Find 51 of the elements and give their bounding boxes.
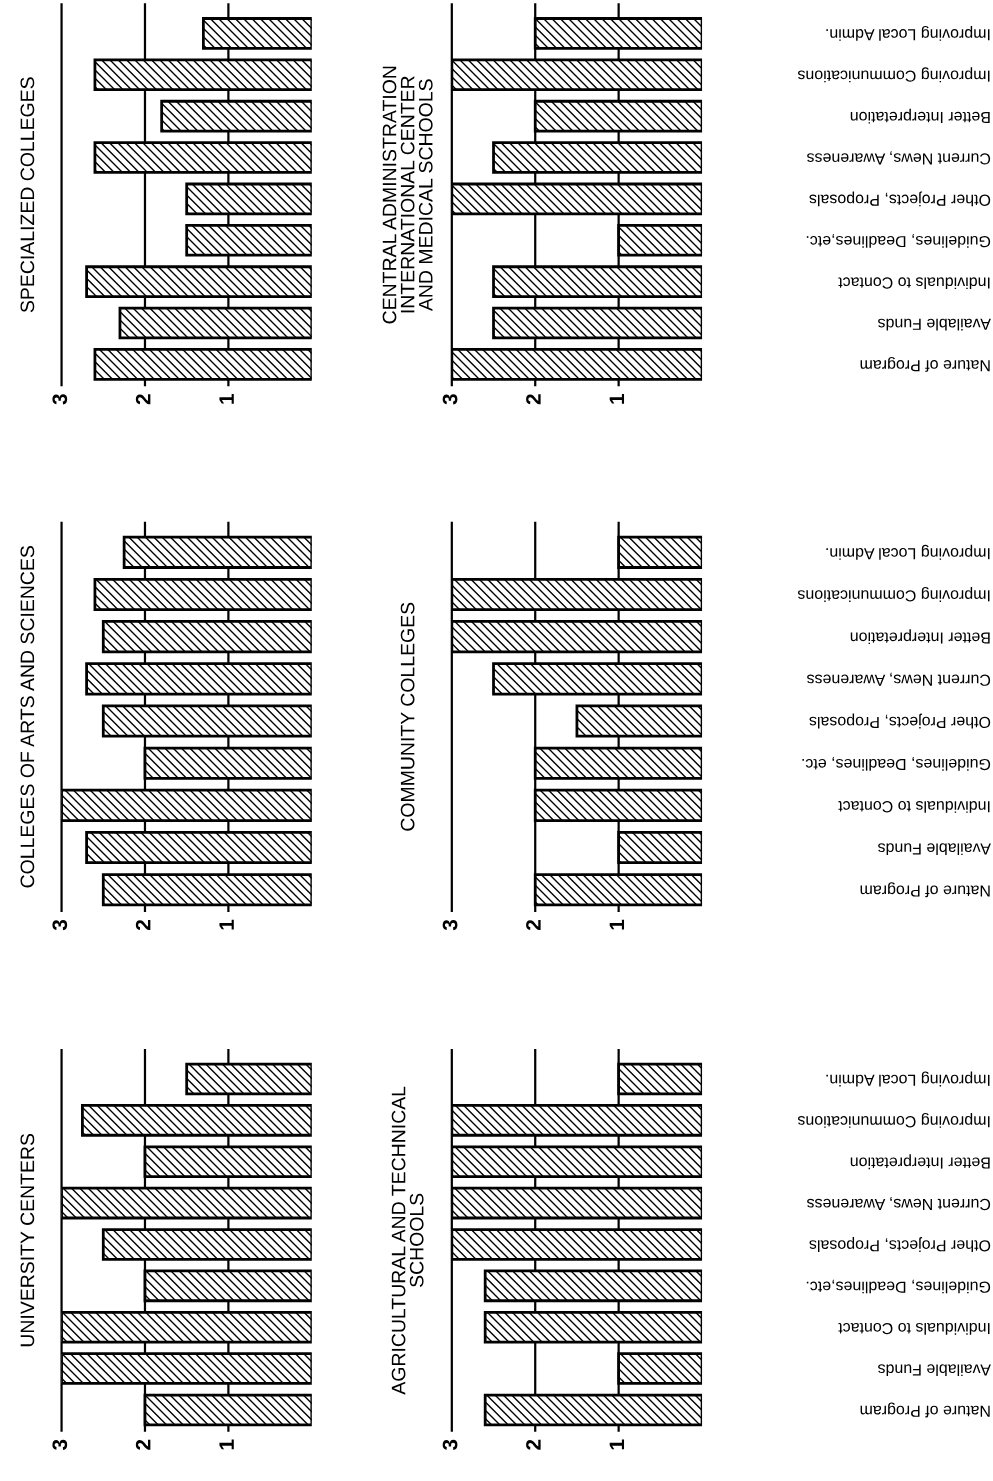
- y-tick-label: Guidelines, Deadlines,etc.: [806, 1279, 991, 1294]
- y-tick-label: Guidelines, Deadlines,etc.: [806, 234, 991, 248]
- x-tick-label: 3: [52, 919, 68, 931]
- y-tick-label: Improving Local Admin.: [826, 544, 990, 560]
- y-tick-label: Improving Communications: [798, 587, 990, 602]
- y-tick-label: Other Projects, Proposals: [809, 713, 991, 729]
- y-tick-label: Other Projects, Proposals: [809, 1237, 991, 1252]
- text: SPECIALIZED COLLEGES: [20, 77, 35, 313]
- text: AGRICULTURAL AND TECHNICAL SCHOOLS: [391, 1086, 424, 1395]
- x-tick-label: 2: [526, 394, 541, 405]
- y-tick-label: Current News, Awareness: [807, 672, 991, 686]
- y-tick-label: Current News, Awareness: [807, 151, 991, 165]
- y-tick-label: Better Interpretation: [850, 108, 990, 124]
- y-tick-label: Current News, Awareness: [807, 1196, 991, 1211]
- x-tick-label: 1: [219, 393, 234, 404]
- x-tick-label: 2: [135, 919, 151, 931]
- y-tick-label: Improving Communications: [798, 1112, 990, 1128]
- y-tick-label: Nature of Program: [860, 356, 990, 372]
- y-tick-label: Individuals to Contact: [838, 1322, 990, 1335]
- x-tick-label: 3: [52, 1439, 68, 1451]
- y-tick-label: Improving Local Admin.: [826, 1071, 990, 1087]
- y-tick-label: Other Projects, Proposals: [809, 191, 991, 207]
- y-tick-label: Guidelines, Deadlines, etc.: [802, 757, 991, 771]
- y-tick-label: Improving Communications: [798, 67, 990, 83]
- y-tick-label: Better Interpretation: [850, 629, 990, 645]
- x-tick-label: 1: [609, 393, 625, 404]
- y-tick-label: Improving Local Admin.: [826, 25, 990, 41]
- y-tick-label: Better Interpretation: [850, 1154, 990, 1170]
- y-tick-label: Nature of Program: [860, 882, 990, 898]
- x-tick-label: 1: [219, 1439, 234, 1450]
- y-tick-label: Available Funds: [878, 318, 991, 331]
- text: COLLEGES OF ARTS AND SCIENCES: [20, 546, 35, 888]
- x-tick-label: 2: [135, 394, 151, 405]
- y-tick-label: Available Funds: [878, 843, 991, 855]
- text: CENTRAL ADMINISTRATION INTERNATIONAL CENTER AND MEDICAL SCHOOLS: [382, 66, 433, 324]
- y-tick-label: Available Funds: [878, 1364, 991, 1377]
- x-tick-label: 3: [442, 394, 458, 405]
- x-tick-label: 2: [135, 1439, 151, 1450]
- y-tick-label: Individuals to Contact: [838, 277, 990, 290]
- x-tick-label: 3: [442, 1439, 458, 1451]
- x-tick-label: 2: [526, 919, 541, 931]
- y-tick-label: Individuals to Contact: [838, 801, 990, 813]
- x-tick-label: 3: [442, 919, 458, 931]
- x-tick-label: 3: [52, 394, 68, 405]
- y-tick-label: Nature of Program: [860, 1402, 990, 1418]
- x-tick-label: 1: [609, 919, 625, 930]
- x-tick-label: 1: [219, 919, 234, 930]
- text: UNIVERSITY CENTERS: [20, 1133, 35, 1347]
- x-tick-label: 1: [609, 1439, 625, 1450]
- text: COMMUNITY COLLEGES: [400, 602, 415, 831]
- x-tick-label: 2: [526, 1439, 541, 1450]
